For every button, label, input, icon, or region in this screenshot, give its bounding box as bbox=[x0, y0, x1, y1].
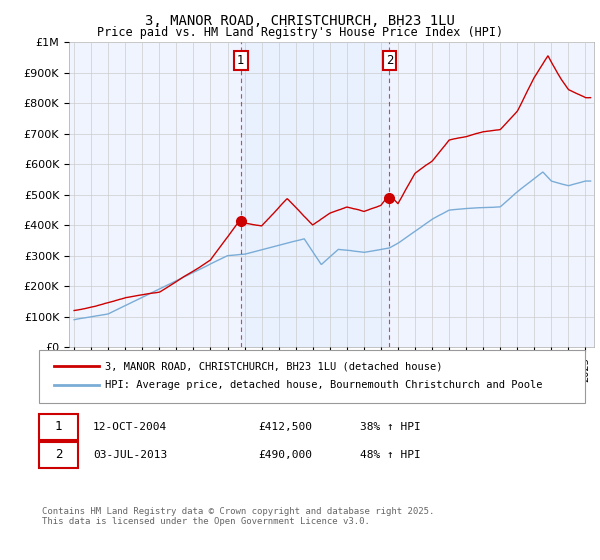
Text: Price paid vs. HM Land Registry's House Price Index (HPI): Price paid vs. HM Land Registry's House … bbox=[97, 26, 503, 39]
Text: 2: 2 bbox=[55, 448, 62, 461]
Text: 12-OCT-2004: 12-OCT-2004 bbox=[93, 422, 167, 432]
Text: 2: 2 bbox=[386, 54, 393, 67]
Text: 48% ↑ HPI: 48% ↑ HPI bbox=[360, 450, 421, 460]
Text: 1: 1 bbox=[237, 54, 245, 67]
Text: £412,500: £412,500 bbox=[258, 422, 312, 432]
Text: HPI: Average price, detached house, Bournemouth Christchurch and Poole: HPI: Average price, detached house, Bour… bbox=[105, 380, 542, 390]
Text: Contains HM Land Registry data © Crown copyright and database right 2025.
This d: Contains HM Land Registry data © Crown c… bbox=[42, 507, 434, 526]
Bar bbox=[241, 42, 389, 347]
Text: 3, MANOR ROAD, CHRISTCHURCH, BH23 1LU: 3, MANOR ROAD, CHRISTCHURCH, BH23 1LU bbox=[145, 14, 455, 28]
Text: 38% ↑ HPI: 38% ↑ HPI bbox=[360, 422, 421, 432]
Text: 03-JUL-2013: 03-JUL-2013 bbox=[93, 450, 167, 460]
Text: 1: 1 bbox=[55, 420, 62, 433]
Text: £490,000: £490,000 bbox=[258, 450, 312, 460]
Text: 3, MANOR ROAD, CHRISTCHURCH, BH23 1LU (detached house): 3, MANOR ROAD, CHRISTCHURCH, BH23 1LU (d… bbox=[105, 361, 443, 371]
